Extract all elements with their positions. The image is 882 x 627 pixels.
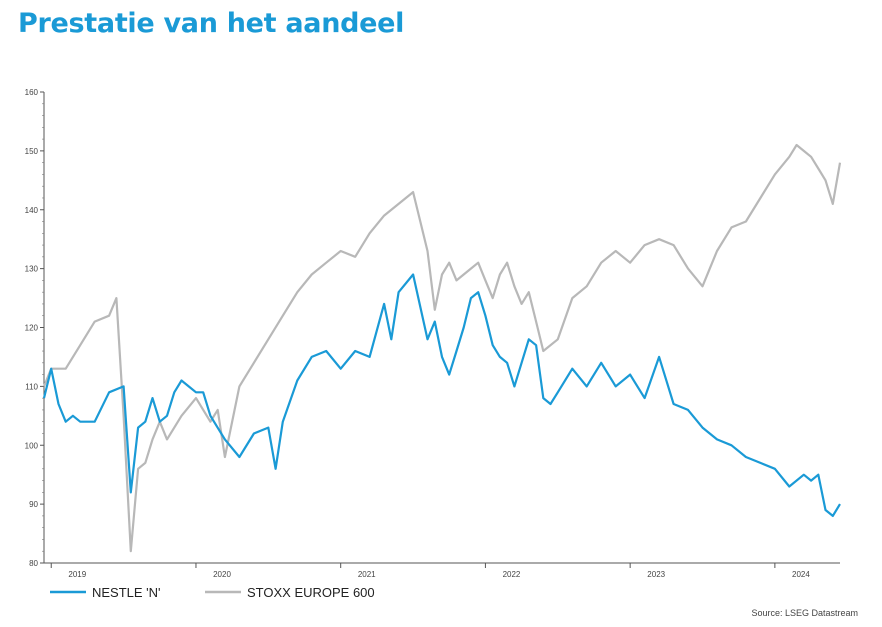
axes — [43, 92, 840, 564]
y-tick-label: 100 — [25, 441, 39, 450]
y-tick-label: 140 — [25, 206, 39, 215]
y-tick-label: 90 — [29, 500, 38, 509]
nestle-series-line — [42, 273, 841, 518]
legend-label: NESTLE 'N' — [92, 585, 161, 600]
series-lines — [42, 143, 842, 553]
stoxx-series-line — [42, 143, 842, 553]
source-note: Source: LSEG Datastream — [751, 608, 858, 618]
x-tick-label: 2023 — [647, 570, 665, 579]
legend: NESTLE 'N' STOXX EUROPE 600 — [50, 585, 375, 600]
x-tick-label: 2024 — [792, 570, 810, 579]
legend-label: STOXX EUROPE 600 — [247, 585, 375, 600]
y-tick-label: 150 — [25, 147, 39, 156]
y-tick-label: 160 — [25, 88, 39, 97]
x-tick-label: 2019 — [68, 570, 86, 579]
x-tick-label: 2021 — [358, 570, 376, 579]
y-axis-ticks: 80 90 100 110 120 130 140 150 160 — [25, 88, 44, 568]
x-axis-ticks: 2019 2020 2021 2022 2023 2024 — [50, 563, 810, 579]
chart-title: Prestatie van het aandeel — [18, 8, 405, 39]
y-tick-label: 110 — [25, 382, 38, 391]
x-tick-label: 2020 — [213, 570, 231, 579]
x-tick-label: 2022 — [503, 570, 521, 579]
y-tick-label: 80 — [29, 559, 38, 568]
y-tick-label: 130 — [25, 265, 39, 274]
y-tick-label: 120 — [25, 324, 39, 333]
